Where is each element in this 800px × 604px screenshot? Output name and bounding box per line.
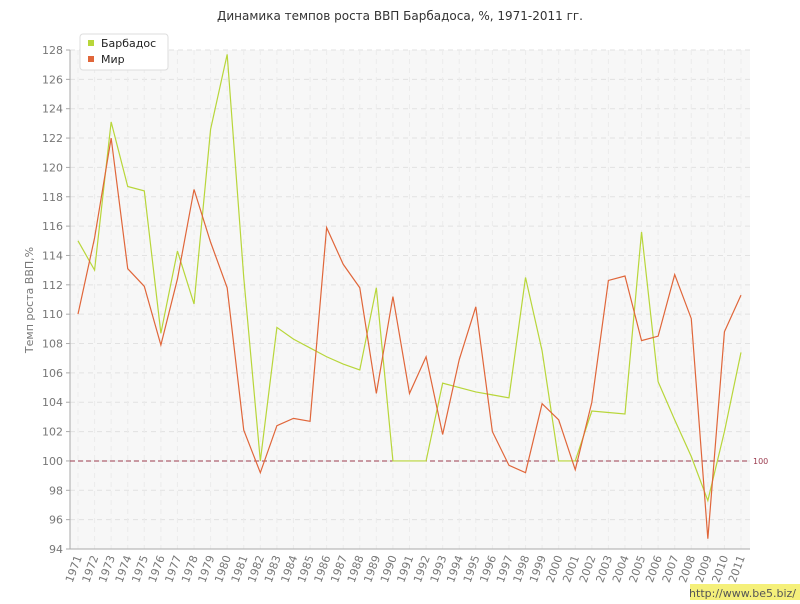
y-tick-label: 128 <box>42 44 63 57</box>
watermark: http://www.be5.biz/ <box>689 587 796 600</box>
y-tick-label: 114 <box>42 249 63 262</box>
legend-label: Барбадос <box>101 37 156 50</box>
series-line <box>77 137 742 539</box>
series-line <box>77 54 742 503</box>
y-tick-label: 118 <box>42 191 63 204</box>
y-tick-label: 110 <box>42 308 63 321</box>
y-tick-label: 94 <box>49 543 63 556</box>
reference-label: 100 <box>753 457 768 466</box>
y-tick-label: 122 <box>42 132 63 145</box>
legend-swatch <box>88 56 94 62</box>
y-tick-label: 104 <box>42 396 63 409</box>
legend-box <box>79 33 169 71</box>
y-tick-label: 106 <box>42 367 63 380</box>
y-tick-label: 124 <box>42 103 63 116</box>
legend-swatch <box>88 40 94 46</box>
watermark-bg <box>690 584 800 600</box>
y-axis-label: Темп роста ВВП,% <box>23 247 36 354</box>
y-tick-label: 98 <box>49 484 63 497</box>
chart-title: Динамика темпов роста ВВП Барбадоса, %, … <box>217 9 583 23</box>
y-tick-label: 102 <box>42 426 63 439</box>
y-tick-label: 96 <box>49 514 63 527</box>
y-tick-label: 116 <box>42 220 63 233</box>
legend-label: Мир <box>101 53 125 66</box>
y-tick-label: 120 <box>42 161 63 174</box>
y-tick-label: 100 <box>42 455 63 468</box>
y-tick-label: 112 <box>42 279 63 292</box>
y-tick-label: 108 <box>42 338 63 351</box>
y-tick-label: 126 <box>42 73 63 86</box>
